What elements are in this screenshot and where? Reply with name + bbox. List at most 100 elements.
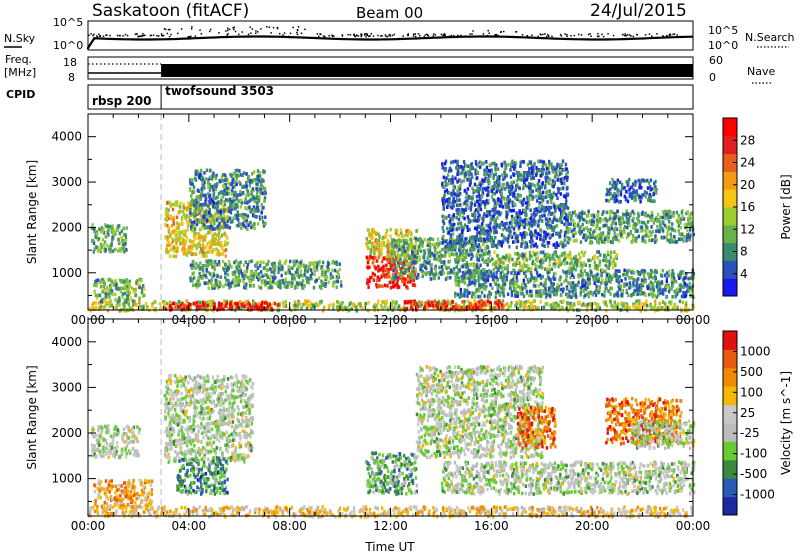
heatmap-cell [98,293,102,298]
heatmap-cell [166,200,169,205]
heatmap-cell [264,221,267,226]
heatmap-cell [296,304,299,308]
heatmap-cell [468,262,471,267]
heatmap-cell [366,265,370,270]
heatmap-cell [220,175,224,179]
heatmap-cell [182,251,186,256]
heatmap-cell [586,302,589,307]
heatmap-cell [552,194,555,198]
heatmap-cell [183,233,186,237]
heatmap-cell [182,239,185,243]
heatmap-cell [555,241,558,245]
heatmap-cell [530,242,533,247]
heatmap-cell [238,213,241,218]
heatmap-cell [460,207,464,212]
heatmap-cell [686,307,690,312]
heatmap-cell [220,221,223,225]
heatmap-cell [237,282,240,287]
heatmap-cell [557,174,560,178]
heatmap-cell [219,225,222,230]
nsky-trace [86,26,694,49]
heatmap-cell [231,203,235,208]
heatmap-cell [424,305,427,309]
heatmap-cell [514,188,517,192]
heatmap-cell [456,261,460,265]
heatmap-cell [490,217,494,222]
heatmap-cell [175,215,179,220]
heatmap-cell [399,273,402,277]
heatmap-cell [118,298,121,303]
heatmap-cell [190,227,193,231]
heatmap-cell [237,269,240,273]
heatmap-cell [539,190,542,195]
heatmap-cell [449,275,452,280]
heatmap-cell [365,255,368,260]
heatmap-cell [376,259,379,263]
heatmap-cell [228,216,232,221]
heatmap-cell [543,234,546,239]
heatmap-cell [545,167,549,171]
heatmap-cell [227,191,230,196]
heatmap-cell [471,212,474,217]
heatmap-cell [559,299,562,304]
heatmap-cell [522,197,526,202]
heatmap-cell [489,221,492,225]
heatmap-cell [544,236,547,241]
heatmap-cell [211,185,214,189]
heatmap-cell [217,191,221,196]
heatmap-cell [277,270,280,275]
heatmap-cell [476,244,479,249]
heatmap-cell [487,169,491,173]
heatmap-cell [512,240,515,244]
heatmap-cell [564,243,567,248]
heatmap-cell [410,232,413,237]
nsearch-point [440,33,443,36]
heatmap-cell [453,308,457,313]
nsearch-point [457,34,459,37]
heatmap-cell [503,182,506,187]
heatmap-cell [179,241,182,246]
heatmap-cell [443,216,447,220]
heatmap-cell [408,274,411,279]
heatmap-cell [449,233,452,237]
heatmap-cell [245,282,248,287]
heatmap-cell [204,303,208,308]
heatmap-cell [444,244,447,249]
heatmap-cell [466,215,470,219]
heatmap-cell [462,179,466,183]
heatmap-cell [389,285,393,290]
heatmap-cell [201,254,204,258]
heatmap-cell [218,229,221,233]
heatmap-cell [463,226,466,230]
heatmap-cell [448,219,451,224]
heatmap-cell [199,196,202,201]
heatmap-cell [464,237,467,241]
heatmap-cell [216,195,219,200]
nsearch-point [320,33,322,36]
heatmap-cell [309,274,312,278]
heatmap-cell [389,234,392,238]
heatmap-cell [201,175,204,180]
heatmap-cell [528,186,531,190]
heatmap-cell [212,204,215,209]
heatmap-cell [396,264,399,268]
heatmap-cell [501,270,504,274]
heatmap-cell [232,272,235,276]
heatmap-cell [503,187,507,191]
heatmap-cell [540,229,543,233]
heatmap-cell [491,257,494,262]
heatmap-cell [516,193,520,197]
heatmap-cell [521,302,525,306]
heatmap-cell [399,239,402,243]
heatmap-cell [194,266,197,270]
heatmap-cell [526,171,529,175]
heatmap-cell [198,271,201,276]
heatmap-cell [391,280,395,285]
heatmap-cell [392,259,396,264]
heatmap-cell [104,235,107,239]
heatmap-cell [548,177,552,181]
heatmap-cell [251,187,254,191]
heatmap-cell [486,186,489,190]
heatmap-cell [384,263,388,268]
heatmap-cell [195,246,198,251]
